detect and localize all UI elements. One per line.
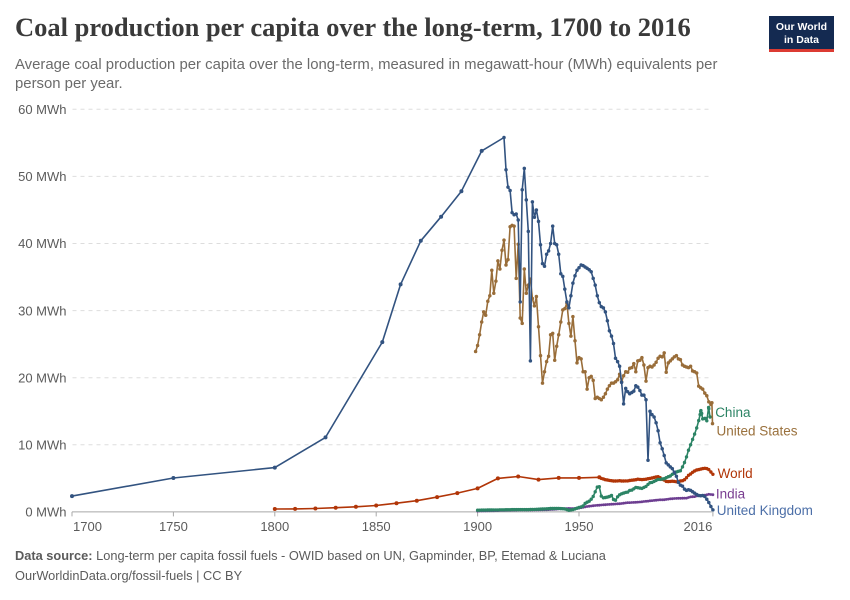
svg-text:1950: 1950 bbox=[565, 519, 594, 534]
svg-text:1750: 1750 bbox=[159, 519, 188, 534]
svg-text:20 MWh: 20 MWh bbox=[18, 370, 66, 385]
svg-text:2016: 2016 bbox=[683, 519, 712, 534]
svg-text:World: World bbox=[718, 466, 753, 481]
svg-text:60 MWh: 60 MWh bbox=[18, 102, 66, 117]
svg-text:30 MWh: 30 MWh bbox=[18, 303, 66, 318]
svg-text:1850: 1850 bbox=[362, 519, 391, 534]
svg-text:China: China bbox=[715, 405, 751, 420]
svg-text:India: India bbox=[716, 486, 746, 501]
svg-text:United Kingdom: United Kingdom bbox=[717, 503, 813, 518]
svg-text:50 MWh: 50 MWh bbox=[18, 169, 66, 184]
svg-text:1800: 1800 bbox=[260, 519, 289, 534]
svg-text:United States: United States bbox=[717, 423, 798, 438]
svg-text:0 MWh: 0 MWh bbox=[25, 505, 66, 520]
svg-text:40 MWh: 40 MWh bbox=[18, 236, 66, 251]
svg-text:10 MWh: 10 MWh bbox=[18, 438, 66, 453]
svg-text:1900: 1900 bbox=[463, 519, 492, 534]
svg-text:1700: 1700 bbox=[73, 519, 102, 534]
